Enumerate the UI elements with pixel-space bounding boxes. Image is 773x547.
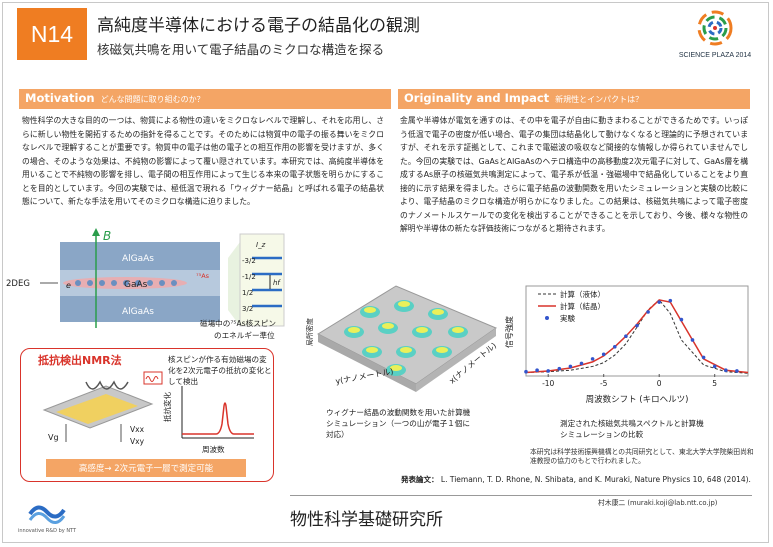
energy-level-caption-2: のエネルギー準位: [214, 331, 275, 340]
science-plaza-logo-text: SCIENCE PLAZA 2014: [678, 52, 752, 59]
series-liquid-line: [525, 299, 749, 374]
rf-source: [143, 371, 163, 385]
experiment-point: [590, 357, 595, 361]
experiment-point: [546, 369, 550, 373]
sim-ylabel: y(ナノメートル): [335, 367, 394, 386]
poster-subtitle: 核磁気共鳴を用いて電子結晶のミクロな構造を探る: [97, 42, 385, 57]
motivation-header: Motivation どんな問題に取り組むのか？: [19, 89, 391, 109]
spectrum-ylabel: 信号強度: [504, 316, 514, 348]
algaas-top-layer: [60, 242, 220, 270]
ntt-logo: innovative R&D by NTT: [18, 498, 76, 538]
level-label: 1/2: [242, 289, 253, 297]
poster-number-badge: N14: [17, 8, 87, 60]
nmr-device-figure: Vg Vxx Vxy 抵抗変化 周波数: [42, 371, 254, 454]
iz-label: I_z: [256, 241, 266, 249]
experiment-point: [735, 369, 739, 373]
b-arrow-head: [92, 228, 100, 236]
simulation-caption: ウィグナー結晶の波動関数を用いた計算機シミュレーション（一つの山が電子１個に対応…: [326, 408, 471, 439]
legend-liquid: 計算（液体）: [560, 289, 605, 299]
level-label: -3/2: [242, 257, 256, 265]
vxx-label: Vxx: [130, 425, 145, 434]
experiment-point: [535, 368, 539, 373]
electron-dots: [75, 280, 177, 286]
gaas-label: GaAs: [124, 280, 148, 290]
experiment-point: [524, 369, 528, 374]
experiment-point: [613, 344, 617, 349]
spectrum-legend: 計算（液体） 計算（結晶） 実験: [538, 289, 605, 323]
poster-title: 高純度半導体における電子の結晶化の観測: [97, 16, 420, 36]
electron-label: e: [66, 281, 71, 290]
originality-body: 金属や半導体が電気を通すのは、その中を電子が自由に動きまわることができるためです…: [400, 116, 748, 233]
motivation-body: 物性科学の大きな目的の一つは、物質による物性の違いをミクロなレベルで理解し、それ…: [22, 116, 384, 206]
publication-label: 発表論文：: [401, 475, 439, 484]
wigner-simulation-figure: 局所密度 y(ナノメートル) x(ナノメートル): [305, 285, 498, 392]
level-label: -1/2: [242, 273, 256, 281]
spectrum-xlabel: 周波数シフト (キロヘルツ): [586, 394, 689, 405]
experiment-point: [724, 368, 728, 373]
x-tick-label: 5: [712, 379, 717, 388]
level-label: 3/2: [242, 305, 253, 313]
nmr-spectrum-chart: 信号強度 周波数シフト (キロヘルツ) -10 -5 0 5 計算（液体） 計算（結晶…: [504, 285, 749, 405]
originality-subheading: 新規性とインパクトは？: [555, 95, 644, 104]
heterostructure-figure: B AlGaAs GaAs AlGaAs 2DEG e ⁷⁵As I_z -3/…: [6, 228, 285, 328]
nmr-peak-curve: [182, 402, 254, 435]
legend-exp: 実験: [560, 313, 575, 323]
hall-bar: [56, 394, 138, 424]
wigner-peaks: [344, 300, 468, 376]
b-field-label: B: [103, 229, 111, 243]
sim-zlabel: 局所密度: [305, 318, 314, 346]
experiment-point: [679, 317, 684, 322]
ntt-logo-text: innovative R&D by NTT: [18, 528, 77, 534]
experiment-point: [712, 364, 717, 369]
vg-label: Vg: [48, 433, 59, 442]
nmr-method-title: 抵抗検出NMR法: [38, 354, 122, 367]
nmr-method-box: [20, 348, 274, 482]
science-plaza-logo: SCIENCE PLAZA 2014: [670, 8, 760, 66]
experiment-point: [668, 298, 673, 303]
experiment-point: [624, 334, 628, 338]
experiment-point: [579, 361, 584, 366]
experiment-point: [657, 300, 661, 304]
x-tick-label: -5: [600, 379, 608, 388]
motivation-heading: Motivation: [25, 91, 95, 105]
algaas-bottom-label: AlGaAs: [122, 307, 154, 317]
motivation-subheading: どんな問題に取り組むのか？: [100, 95, 205, 104]
nmr-ylabel: 抵抗変化: [162, 392, 172, 422]
level-connector: [228, 242, 240, 326]
publication-line: 発表論文： L. Tiemann, T. D. Rhone, N. Shibat…: [401, 474, 751, 485]
originality-heading: Originality and Impact: [404, 91, 550, 105]
experiment-point: [635, 323, 639, 328]
algaas-top-label: AlGaAs: [122, 254, 154, 264]
experiment-point: [701, 355, 706, 360]
x-tick-label: -10: [542, 379, 554, 388]
experiment-point: [568, 364, 573, 369]
plot-frame: [525, 285, 749, 377]
collaboration-note: 本研究は科学技術振興機構との共同研究として、東北大学大学院柴田尚和 准教授の協力…: [530, 448, 754, 465]
spectrum-caption: 測定された核磁気共鳴スペクトルと計算機シミュレーションの比較: [560, 419, 704, 439]
experiment-point: [646, 310, 650, 314]
legend-crystal: 計算（結晶）: [560, 301, 605, 311]
originality-header: Originality and Impact 新規性とインパクトは？: [398, 89, 750, 109]
contact-info: 村木康二 (muraki.koji@lab.ntt.co.jp): [598, 499, 718, 507]
nmr-method-note: 核スピンが作る有効磁場の変化を2次元電子の抵抗の変化として検出: [168, 355, 272, 386]
as-nucleus-label: ⁷⁵As: [196, 272, 210, 280]
algaas-bottom-layer: [60, 296, 220, 322]
footer-divider: [290, 495, 752, 496]
experiment-point: [601, 352, 606, 357]
nmr-sensitivity-banner: 高感度→ 2次元電子一層で測定可能: [46, 459, 246, 477]
vxy-label: Vxy: [130, 437, 145, 446]
experiment-point: [690, 338, 695, 342]
nmr-xlabel: 周波数: [202, 444, 225, 454]
publication-ref: L. Tiemann, T. D. Rhone, N. Shibata, and…: [440, 475, 751, 484]
2deg-label: 2DEG: [6, 279, 30, 289]
experiment-point: [557, 366, 562, 371]
institute-name: 物性科学基礎研究所: [290, 510, 443, 530]
hf-label: hf: [273, 279, 281, 287]
x-tick-label: 0: [657, 379, 662, 388]
energy-level-caption-1: 磁場中の⁷⁵As核スピン: [200, 319, 276, 328]
energy-level-box: [239, 233, 285, 327]
rf-coil: [85, 380, 129, 390]
